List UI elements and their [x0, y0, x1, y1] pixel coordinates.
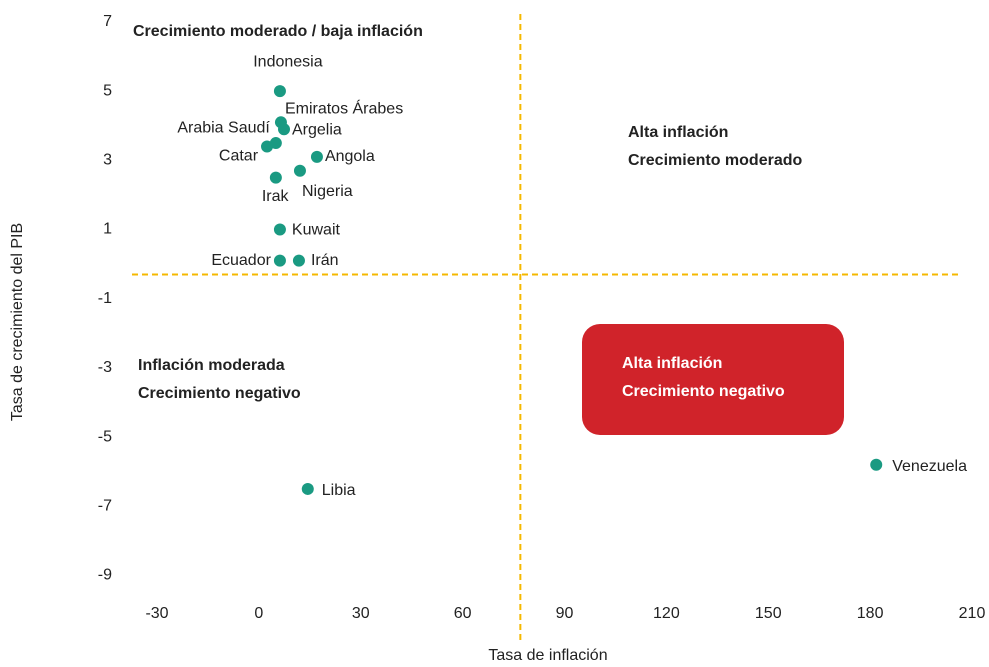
y-tick-label: -1: [98, 290, 112, 307]
point: [261, 140, 274, 153]
point-label: Indonesia: [253, 53, 322, 70]
annotation: Crecimiento negativo: [138, 385, 301, 402]
annotation: Crecimiento moderado: [628, 152, 802, 169]
annotation: Crecimiento negativo: [622, 383, 785, 400]
point: [292, 254, 305, 267]
x-tick-label: 180: [857, 605, 884, 622]
annotation: Alta inflación: [622, 355, 722, 372]
x-tick-label: -30: [145, 605, 168, 622]
point-label: Irak: [262, 188, 290, 205]
point: [273, 254, 286, 267]
point-label: Argelia: [292, 121, 342, 138]
point: [301, 482, 314, 495]
point: [310, 150, 323, 163]
point: [273, 85, 286, 98]
y-tick-label: -9: [98, 567, 112, 584]
point-label: Libia: [322, 482, 356, 499]
x-tick-label: 0: [254, 605, 263, 622]
point: [870, 458, 883, 471]
annotation: Inflación moderada: [138, 357, 285, 374]
y-tick-label: 1: [103, 221, 112, 238]
point-label: Irán: [311, 252, 339, 269]
point-label: Catar: [219, 148, 259, 165]
y-tick-label: 5: [103, 82, 112, 99]
x-tick-label: 150: [755, 605, 782, 622]
y-tick-label: 7: [103, 13, 112, 30]
point-label: Emiratos Árabes: [285, 99, 403, 118]
x-tick-label: 210: [959, 605, 986, 622]
point-label: Kuwait: [292, 222, 341, 239]
x-tick-label: 120: [653, 605, 680, 622]
point: [278, 123, 291, 136]
point: [273, 223, 286, 236]
point-label: Nigeria: [302, 183, 353, 200]
annotation-box: [582, 324, 844, 435]
y-tick-label: 3: [103, 152, 112, 169]
x-tick-label: 90: [556, 605, 574, 622]
point-label: Arabia Saudí: [177, 119, 270, 136]
point: [269, 171, 282, 184]
y-tick-label: -7: [98, 497, 112, 514]
x-axis-label: Tasa de inflación: [488, 647, 607, 664]
y-tick-label: -3: [98, 359, 112, 376]
annotation: Crecimiento moderado / baja inflación: [133, 23, 423, 40]
x-tick-label: 60: [454, 605, 472, 622]
y-tick-label: -5: [98, 428, 112, 445]
annotation: Alta inflación: [628, 124, 728, 141]
y-axis-label: Tasa de crecimiento del PIB: [9, 223, 26, 421]
point: [293, 164, 306, 177]
point-label: Ecuador: [211, 252, 271, 269]
point-label: Venezuela: [892, 458, 967, 475]
point-label: Angola: [325, 148, 375, 165]
x-tick-label: 30: [352, 605, 370, 622]
